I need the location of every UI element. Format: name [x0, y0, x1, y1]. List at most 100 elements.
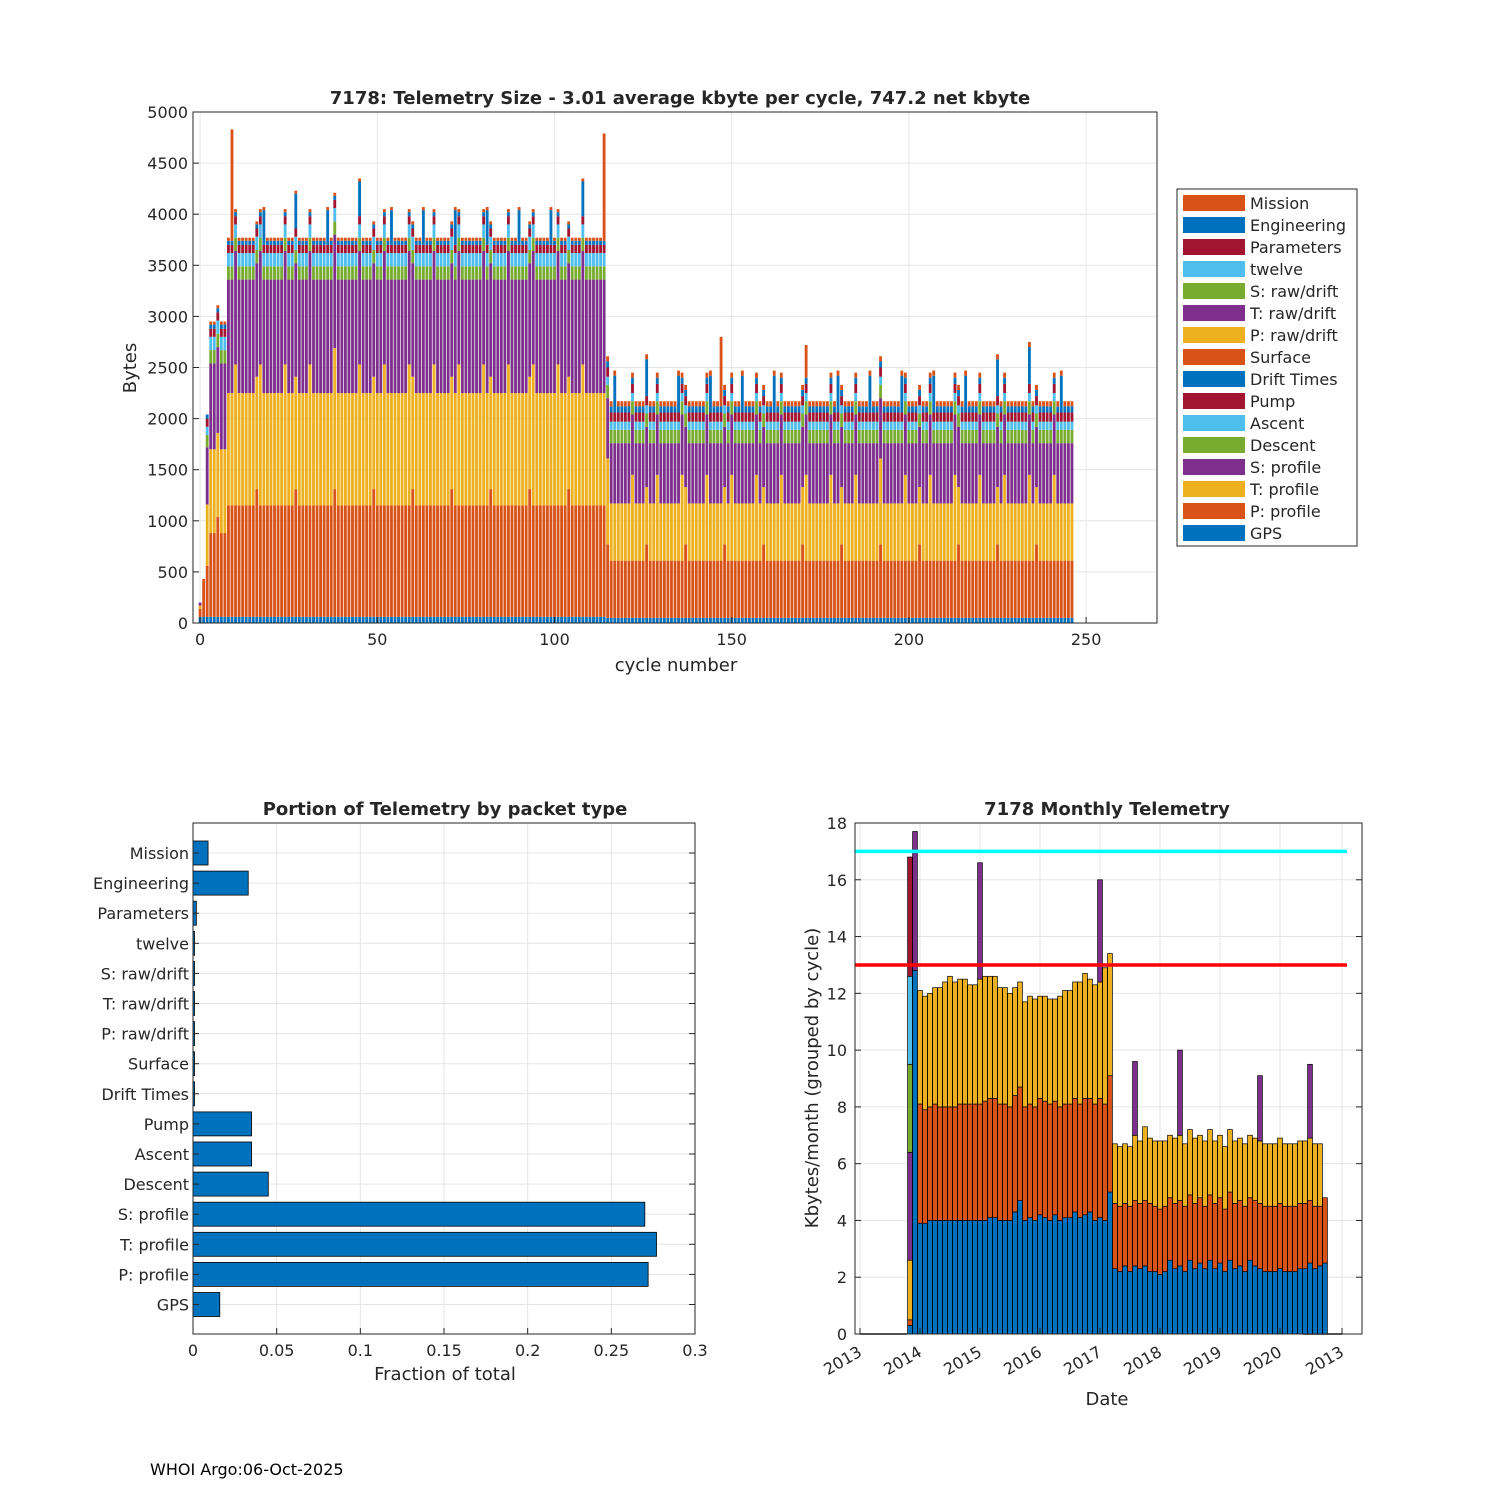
top-bar-segment [935, 560, 939, 618]
top-bar-segment [439, 393, 443, 506]
top-bar-segment [751, 443, 755, 504]
top-bar-segment [701, 429, 705, 444]
top-bar-segment [577, 279, 581, 394]
top-bar-segment [670, 401, 673, 407]
br-bar-segment [1052, 1214, 1058, 1335]
top-bar-segment [478, 616, 482, 623]
top-bar-segment [833, 429, 836, 444]
top-bar-segment [623, 401, 627, 407]
top-bar-segment [903, 372, 907, 378]
top-bar-segment [556, 224, 560, 238]
top-bar-segment [577, 393, 581, 506]
top-bar-segment [386, 505, 390, 617]
top-bar-segment [273, 237, 276, 241]
top-bar-segment [794, 429, 797, 444]
top-bar-segment [712, 401, 716, 407]
top-bar-segment [825, 503, 829, 561]
top-bar-segment [1038, 406, 1042, 413]
br-bar-segment [917, 990, 923, 1105]
bl-xtick-label: 0.25 [594, 1341, 630, 1360]
top-bar-segment [379, 244, 383, 254]
br-bar-segment [1087, 978, 1093, 1099]
top-bar-segment [719, 336, 723, 407]
top-bar-segment [599, 505, 602, 617]
top-bar-segment [928, 617, 932, 623]
top-bar-segment [1006, 560, 1010, 618]
top-bar-segment [304, 237, 308, 241]
top-bar-segment [762, 617, 766, 623]
top-bar-segment [648, 443, 652, 504]
top-bar-segment [957, 544, 960, 618]
bl-xtick-label: 0.3 [682, 1341, 707, 1360]
br-bar-segment [952, 1220, 958, 1335]
top-ytick-label: 3000 [147, 307, 188, 326]
top-bar-segment [319, 266, 323, 280]
top-bar-segment [276, 237, 280, 241]
br-bar-segment [1077, 981, 1083, 1105]
top-bar-segment [266, 240, 269, 245]
top-bar-segment [719, 443, 723, 504]
top-bar-segment [464, 393, 468, 506]
top-bar-segment [429, 240, 432, 245]
br-bar-segment [1147, 1271, 1153, 1335]
top-bar-segment [1020, 443, 1024, 504]
top-bar-segment [818, 443, 822, 504]
br-bar-segment [1162, 1140, 1168, 1207]
top-bar-segment [857, 503, 861, 561]
top-bar-segment [382, 505, 386, 617]
top-bar-segment [648, 429, 652, 444]
bl-bar [192, 1141, 252, 1167]
br-bar-segment [1187, 1259, 1193, 1335]
top-bar-segment [287, 279, 291, 394]
top-bar-segment [939, 503, 943, 561]
top-bar-segment [694, 443, 698, 504]
top-bar-segment [595, 279, 599, 394]
top-bar-segment [755, 474, 758, 561]
top-bar-segment [365, 505, 369, 617]
top-bar-segment [620, 443, 624, 504]
top-bar-segment [648, 560, 652, 618]
top-bar-segment [864, 429, 868, 444]
top-bar-segment [762, 405, 766, 414]
top-bar-segment [730, 401, 734, 415]
top-bar-segment [932, 370, 936, 376]
top-bar-segment [609, 406, 613, 413]
top-bar-segment [524, 244, 528, 254]
top-bar-segment [234, 212, 237, 217]
top-bar-segment [1042, 560, 1046, 618]
top-bar-segment [928, 401, 932, 415]
top-bar-segment [326, 393, 330, 506]
top-bar-segment [840, 426, 843, 488]
top-bar-segment [304, 266, 308, 280]
top-bar-segment [1038, 503, 1042, 561]
top-bar-segment [850, 429, 854, 444]
top-bar-segment [609, 503, 613, 561]
top-xtick-label: 0 [195, 630, 205, 649]
bl-xtick-label: 0 [188, 1341, 198, 1360]
top-bar-segment [953, 383, 957, 394]
top-bar-segment [843, 421, 847, 430]
top-bar-segment [765, 406, 769, 413]
top-bar-segment [521, 505, 525, 617]
top-bar-segment [872, 401, 875, 407]
top-bar-segment [266, 244, 269, 254]
top-bar-segment [992, 560, 996, 618]
top-bar-segment [251, 244, 255, 254]
top-bar-segment [645, 396, 649, 406]
br-bar-segment [1007, 1220, 1013, 1335]
top-bar-segment [599, 253, 602, 267]
top-bar-segment [804, 401, 808, 415]
top-bar-segment [503, 616, 507, 623]
top-bar-segment [755, 617, 758, 623]
top-bar-segment [623, 406, 627, 413]
top-bar-segment [744, 560, 748, 618]
top-bar-segment [960, 443, 964, 504]
top-bar-segment [1003, 617, 1007, 623]
top-bar-segment [641, 406, 645, 413]
br-bar-segment [1257, 1203, 1263, 1270]
top-bar-segment [436, 505, 439, 617]
top-bar-segment [319, 505, 323, 617]
top-bar-segment [436, 244, 439, 254]
legend-label: Parameters [1250, 238, 1342, 257]
top-bar-segment [329, 253, 333, 267]
